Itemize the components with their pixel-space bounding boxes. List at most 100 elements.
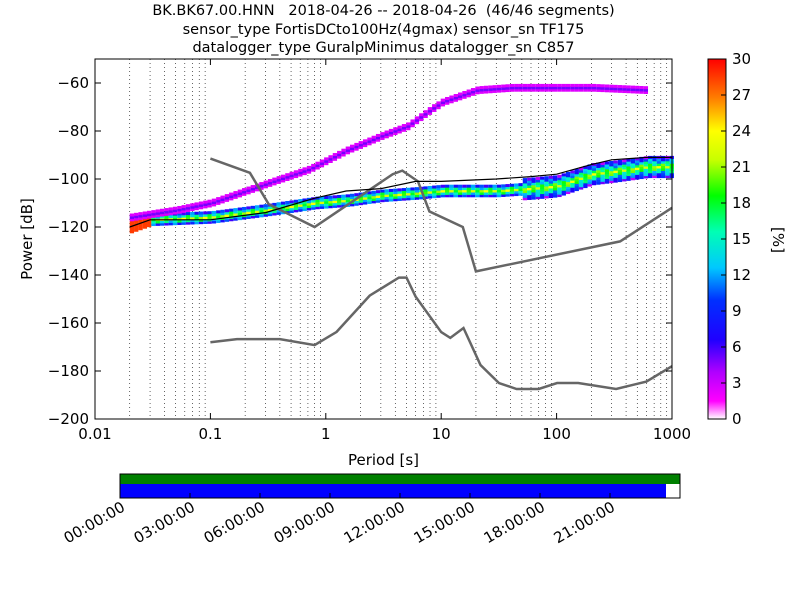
psd-cell: [134, 226, 139, 230]
psd-cell: [233, 210, 238, 214]
psd-cell: [617, 164, 623, 168]
psd-cell: [203, 220, 208, 224]
psd-cell: [185, 214, 191, 218]
psd-cell: [423, 112, 428, 116]
psd-cell: [535, 189, 541, 193]
psd-cell: [272, 212, 277, 216]
psd-cell: [172, 209, 178, 213]
psd-cell: [216, 219, 221, 223]
psd-cell: [574, 83, 579, 87]
psd-cell: [147, 213, 152, 217]
psd-cell: [367, 198, 372, 202]
psd-cell: [648, 172, 653, 176]
psd-cell: [293, 172, 299, 176]
psd-cell: [207, 213, 212, 217]
psd-cell: [432, 187, 437, 191]
psd-cell: [613, 167, 618, 171]
psd-cell: [548, 195, 554, 199]
psd-cell: [440, 103, 446, 107]
psd-cell: [237, 209, 243, 213]
psd-cell: [553, 175, 558, 179]
psd-cell: [496, 189, 502, 193]
psd-cell: [445, 96, 450, 100]
psd-cell: [635, 85, 640, 89]
psd-cell: [578, 176, 584, 180]
psd-cell: [337, 153, 342, 157]
psd-cell: [548, 88, 554, 92]
psd-cell: [583, 173, 588, 177]
psd-cell: [531, 194, 536, 198]
psd-cell: [216, 197, 221, 201]
psd-cell: [449, 191, 454, 195]
psd-cell: [466, 194, 471, 198]
psd-cell: [470, 90, 476, 94]
psd-cell: [574, 188, 579, 192]
psd-cell: [337, 194, 342, 198]
psd-cell: [254, 214, 260, 218]
psd-cell: [570, 83, 575, 87]
time-tick-label: 06:00:00: [201, 498, 268, 547]
psd-cell: [190, 208, 195, 212]
psd-cell: [242, 188, 247, 192]
psd-cell: [457, 97, 463, 101]
psd-cell: [604, 84, 610, 88]
psd-cell: [168, 212, 173, 216]
psd-cell: [652, 163, 657, 167]
psd-cell: [626, 165, 631, 169]
psd-cell: [358, 199, 363, 203]
psd-cell: [237, 189, 243, 193]
psd-cell: [479, 90, 484, 94]
psd-cell: [660, 167, 666, 171]
psd-cell: [224, 214, 230, 218]
psd-cell: [596, 179, 601, 183]
psd-cell: [522, 190, 528, 194]
psd-cell: [276, 211, 281, 215]
psd-cell: [207, 216, 212, 220]
psd-cell: [319, 201, 325, 205]
psd-cell: [220, 200, 225, 204]
psd-cell: [505, 84, 510, 88]
psd-cell: [527, 182, 532, 186]
psd-cell: [315, 164, 320, 168]
psd-cell: [181, 214, 186, 218]
psd-cell: [587, 174, 592, 178]
psd-cell: [557, 174, 562, 178]
psd-cell: [553, 192, 558, 196]
psd-cell: [596, 84, 601, 88]
psd-cell: [194, 202, 199, 206]
psd-cell: [574, 176, 579, 180]
psd-cell: [289, 205, 294, 209]
psd-cell: [604, 86, 610, 90]
psd-cell: [540, 176, 545, 180]
psd-cell: [345, 196, 351, 200]
psd-cell: [332, 197, 338, 201]
psd-cell: [591, 88, 597, 92]
psd-cell: [635, 169, 640, 173]
psd-cell: [648, 163, 653, 167]
psd-cell: [561, 192, 566, 196]
psd-cell: [652, 165, 657, 169]
psd-cell: [358, 143, 363, 147]
time-tick-label: 21:00:00: [551, 498, 618, 547]
psd-cell: [535, 181, 541, 185]
psd-cell: [613, 170, 618, 174]
psd-cell: [337, 150, 342, 154]
psd-cell: [406, 194, 411, 198]
psd-cell: [570, 182, 575, 186]
psd-cell: [198, 206, 204, 210]
psd-cell: [328, 202, 333, 206]
psd-cell: [453, 191, 458, 195]
psd-cell: [496, 89, 502, 93]
psd-cell: [272, 207, 277, 211]
x-tick-label: 0.01: [78, 425, 111, 443]
psd-cell: [453, 96, 458, 100]
low-noise-model-line: [210, 276, 673, 391]
psd-cell: [578, 186, 584, 190]
psd-cell: [479, 191, 484, 195]
psd-cell: [613, 177, 618, 181]
psd-cell: [393, 127, 398, 131]
psd-cell: [639, 166, 644, 170]
psd-cell: [298, 206, 303, 210]
psd-cell: [216, 212, 221, 216]
psd-cell: [522, 192, 528, 196]
